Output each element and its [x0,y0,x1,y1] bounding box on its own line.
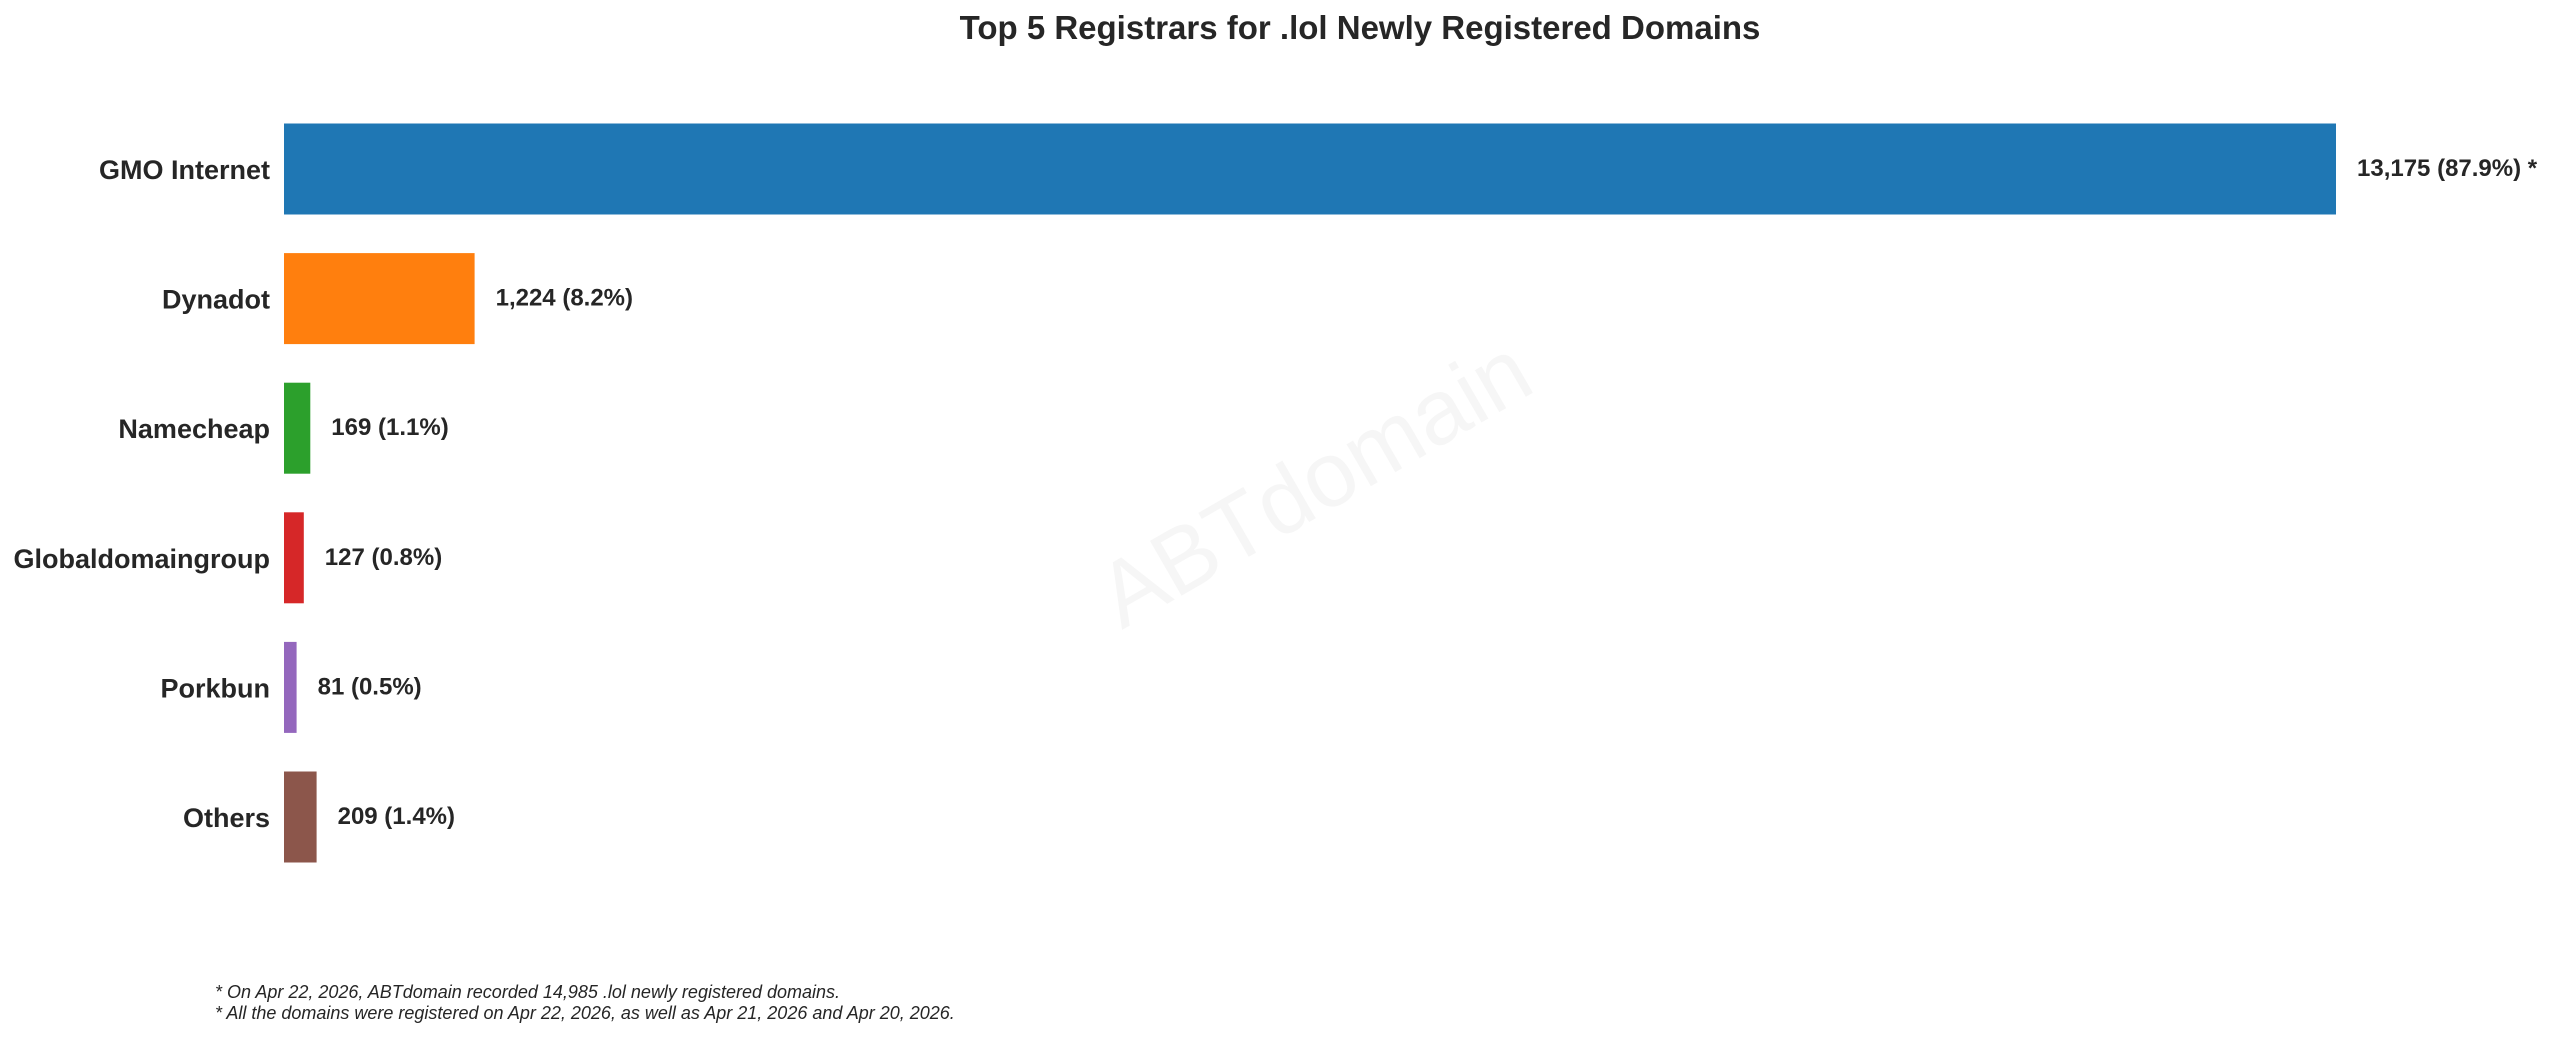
value-label-others: 209 (1.4%) [338,803,455,830]
footnote-1: * On Apr 22, 2026, ABTdomain recorded 14… [215,982,841,1002]
bar-others [284,771,317,863]
bar-namecheap [284,382,311,474]
value-label-porkbun: 81 (0.5%) [318,673,422,700]
bar-globaldomaingroup [284,512,304,604]
footnote-2: * All the domains were registered on Apr… [215,1003,955,1023]
value-label-dynadot: 1,224 (8.2%) [496,285,633,312]
bar-porkbun [284,641,297,733]
category-label-porkbun: Porkbun [160,673,270,703]
value-label-gmo-internet: 13,175 (87.9%) * [2357,155,2538,182]
chart-title: Top 5 Registrars for .lol Newly Register… [960,9,1761,46]
bars-group: GMO Internet 13,175 (87.9%) * Dynadot 1,224… [14,123,2538,863]
footnotes: * On Apr 22, 2026, ABTdomain recorded 14… [215,982,955,1024]
category-label-namecheap: Namecheap [118,414,270,444]
category-label-globaldomaingroup: Globaldomaingroup [14,544,271,574]
bar-gmo-internet [284,123,2336,215]
category-label-others: Others [183,803,270,833]
category-label-dynadot: Dynadot [162,285,270,315]
category-label-gmo-internet: GMO Internet [99,155,270,185]
value-label-namecheap: 169 (1.1%) [331,414,448,441]
bar-dynadot [284,253,475,345]
watermark: ABTdomain [1081,319,1548,648]
value-label-globaldomaingroup: 127 (0.8%) [325,544,442,571]
